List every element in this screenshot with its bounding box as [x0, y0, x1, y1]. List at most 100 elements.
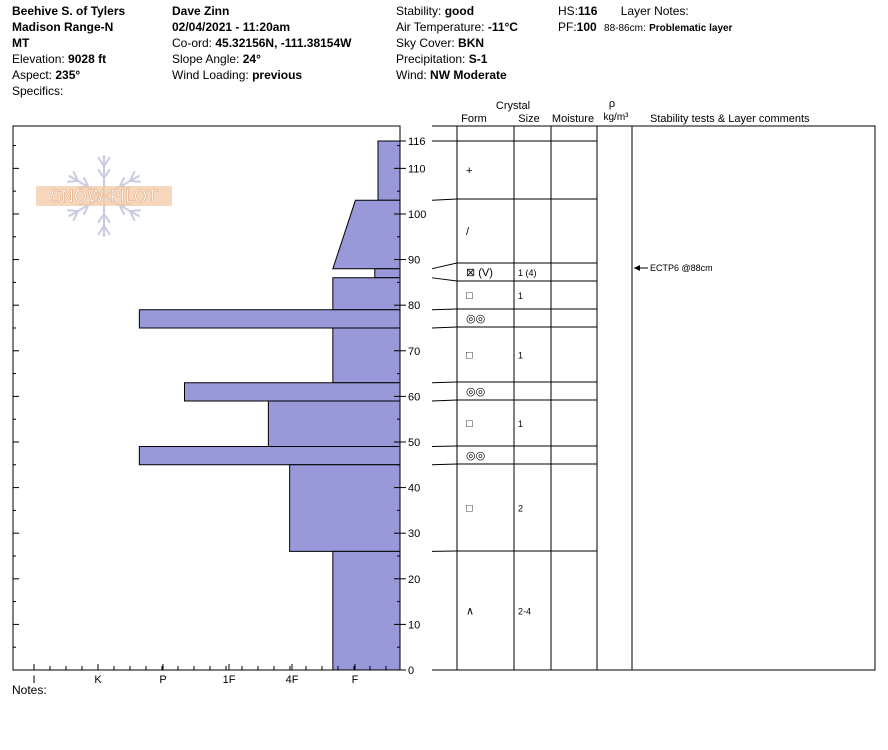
crystal-form-symbol: □: [466, 350, 473, 362]
hardness-layer-bar: [332, 199, 401, 270]
y-tick-label: 40: [408, 483, 420, 495]
elevation-value: 9028 ft: [68, 52, 107, 66]
y-tick-label: 10: [408, 619, 420, 631]
y-tick-label: 116: [408, 136, 426, 148]
snowflake-branch: [67, 180, 80, 183]
hardness-layers: [138, 140, 401, 671]
state-name: MT: [12, 36, 30, 50]
y-tick-label: 50: [408, 437, 420, 449]
wind-loading-label: Wind Loading:: [172, 68, 249, 82]
range-name: Madison Range-N: [12, 20, 114, 34]
boundary-connector: [431, 198, 458, 201]
snowpack-block: HS:116 Layer Notes: PF:100 88-86cm: Prob…: [558, 3, 732, 35]
crystal-form-symbol: ⊠ (V): [466, 267, 493, 279]
boundary-connector: [431, 463, 458, 466]
crystal-size-value: 1: [518, 419, 523, 429]
x-tick-label: P: [159, 674, 166, 686]
profile-table-frame: [456, 125, 876, 671]
crystal-size-value: 2: [518, 504, 523, 514]
snowflake-branch: [103, 225, 111, 236]
snowflake-branch: [97, 156, 105, 167]
hardness-layer-bar: [332, 277, 401, 311]
snowpilot-logo: SNOW PILOT: [36, 155, 172, 237]
density-unit: kg/m³: [604, 112, 630, 123]
chart-axes: 0 10 20 30 40 50 60 70 80 90 100 110 116 I K P 1F 4F F: [13, 136, 426, 686]
y-tick-label: 0: [408, 665, 414, 677]
sky-cover-value: BKN: [458, 36, 485, 50]
layer-notes-value: Problematic layer: [649, 23, 733, 34]
hardness-layer-bar: [184, 382, 401, 402]
comments-header: Stability tests & Layer comments: [650, 113, 810, 125]
y-tick-label: 80: [408, 300, 420, 312]
snowflake-branch: [97, 213, 105, 224]
snowflake-branch: [128, 210, 136, 222]
boundary-connector: [431, 399, 458, 402]
moisture-header: Moisture: [552, 113, 594, 125]
coord-value: 45.32156N, -111.38154W: [215, 36, 352, 50]
air-temp-label: Air Temperature:: [396, 20, 485, 34]
crystal-form-symbol: □: [466, 290, 473, 302]
snowflake-branch: [103, 168, 111, 179]
y-tick-label: 30: [408, 528, 420, 540]
crystal-size-value: 1: [518, 351, 523, 361]
slope-value: 24°: [242, 52, 261, 66]
x-tick-label: 4F: [286, 674, 299, 686]
hardness-layer-bar: [332, 327, 401, 384]
boundary-connector: [431, 262, 458, 270]
crystal-form-symbol: □: [466, 418, 473, 430]
crystal-form-symbol: +: [466, 165, 472, 177]
location-name: Beehive S. of Tylers: [12, 4, 126, 18]
density-symbol: ρ: [609, 98, 615, 110]
aspect-value: 235°: [55, 68, 81, 82]
crystal-form-symbol: ◎◎: [466, 450, 485, 462]
size-header: Size: [518, 113, 539, 125]
wind-loading-value: previous: [252, 68, 303, 82]
hardness-layer-bar: [374, 268, 401, 279]
wind-value: NW Moderate: [430, 68, 507, 82]
y-tick-label: 20: [408, 574, 420, 586]
conditions-block: Stability: good Air Temperature: -11°C S…: [396, 3, 518, 83]
sky-cover-label: Sky Cover:: [396, 36, 455, 50]
snowflake-branch: [97, 225, 105, 236]
observer-name: Dave Zinn: [172, 4, 230, 18]
precip-value: S-1: [468, 52, 488, 66]
stability-value: good: [444, 4, 475, 18]
observation-datetime: 02/04/2021 - 11:20am: [172, 20, 291, 34]
snowflake-branch: [72, 210, 80, 222]
form-header: Form: [461, 113, 487, 125]
x-tick-label: 1F: [223, 674, 236, 686]
y-tick-label: 70: [408, 346, 420, 358]
hs-value: 116: [578, 4, 598, 18]
boundary-connector: [431, 445, 458, 448]
boundary-connector: [431, 326, 458, 329]
specifics-label: Specifics:: [12, 84, 64, 98]
air-temp-value: -11°C: [487, 20, 518, 34]
notes-label: Notes:: [12, 683, 47, 697]
hardness-layer-bar: [332, 550, 401, 671]
stability-test-marker: ECTP6 @88cm: [634, 263, 713, 273]
boundary-connector: [431, 277, 458, 282]
layer-notes-label: Layer Notes:: [620, 4, 689, 18]
snowflake-branch: [83, 176, 90, 188]
location-block: Beehive S. of Tylers Madison Range-N MT …: [12, 3, 125, 99]
hardness-layer-bar: [267, 400, 401, 448]
hardness-layer-bar: [289, 464, 401, 552]
hardness-layer-bar: [138, 446, 401, 466]
crystal-form-symbol: ◎◎: [466, 386, 485, 398]
aspect-label: Aspect:: [12, 68, 53, 82]
stability-test-comment: ECTP6 @88cm: [650, 263, 713, 273]
hardness-layer-bar: [377, 140, 401, 201]
hardness-layer-bar: [138, 309, 401, 329]
crystal-size-value: 1: [518, 291, 523, 301]
crystal-form-symbol: ∧: [466, 606, 474, 618]
snowflake-branch: [128, 209, 141, 212]
stability-label: Stability:: [396, 4, 442, 18]
x-tick-label: F: [352, 674, 359, 686]
pf-value: 100: [576, 20, 597, 34]
coord-label: Co-ord:: [172, 36, 213, 50]
snowflake-branch: [118, 204, 125, 216]
hardness-graph-frame: [12, 125, 401, 671]
precip-label: Precipitation:: [396, 52, 466, 66]
snowflake-branch: [72, 170, 80, 182]
